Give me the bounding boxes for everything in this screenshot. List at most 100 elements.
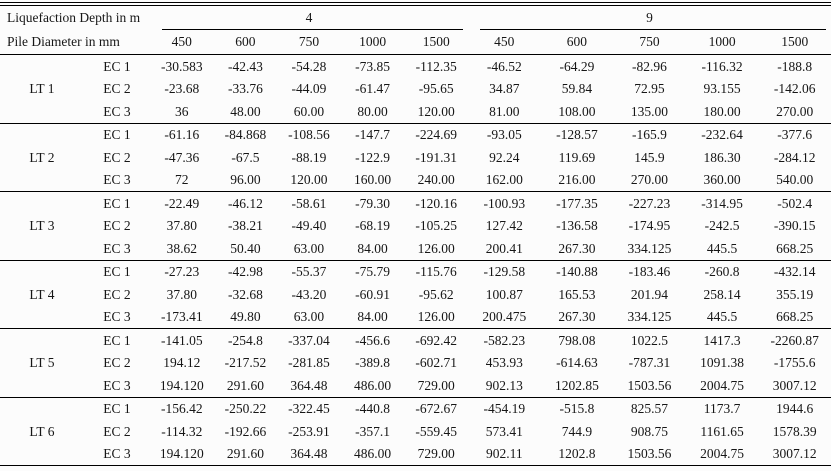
value-cell: 36 <box>175 103 189 119</box>
value-cell: 3007.12 <box>772 377 817 393</box>
value-cell: -188.8 <box>777 58 813 74</box>
value-cell: -67.5 <box>231 149 260 165</box>
value-cell: -1755.6 <box>773 355 816 370</box>
value-cell: 145.9 <box>634 149 665 165</box>
diameter-col-header: 450 <box>150 30 214 55</box>
diameter-col-header: 750 <box>613 30 686 55</box>
value-cell: 364.48 <box>290 446 328 461</box>
value-cell: 127.42 <box>485 218 523 233</box>
value-cell: 96.00 <box>230 172 261 187</box>
value-cell: 120.00 <box>417 103 455 119</box>
table-row: EC 2 37.80 -32.68 -43.20 -60.91 -95.62 100.87 1… <box>0 283 831 306</box>
table-row: EC 2 -23.68 -33.76 -44.09 -61.47 -95.65 34.87 5… <box>0 78 831 101</box>
lt-group: LT 2 EC 1 -61.16 -84.868 -108.56 -147.7 -224.6… <box>0 123 831 192</box>
value-cell: -32.68 <box>227 286 263 302</box>
value-cell: -95.62 <box>418 286 454 302</box>
diameter-row-label: Pile Diameter in mm <box>0 30 150 55</box>
value-cell: -242.5 <box>704 218 740 233</box>
group-label: LT 2 <box>29 149 55 165</box>
value-cell: -224.69 <box>415 127 457 142</box>
value-cell: 1173.7 <box>703 401 741 416</box>
diameter-header-row: Pile Diameter in mm 450 600 750 1000 150… <box>0 30 831 55</box>
value-cell: -30.583 <box>160 58 203 74</box>
value-cell: 37.80 <box>166 286 197 302</box>
group-label: LT 5 <box>29 355 55 370</box>
value-cell: -183.46 <box>628 264 671 279</box>
depth-row-label: Liquefaction Depth in m <box>7 10 141 26</box>
value-cell: -232.64 <box>701 127 743 142</box>
value-cell: 119.69 <box>558 149 596 165</box>
value-cell: -582.23 <box>483 332 526 348</box>
value-cell: 798.08 <box>558 332 596 348</box>
row-label: EC 3 <box>103 240 131 256</box>
value-cell: 93.155 <box>703 81 741 96</box>
value-cell: 135.00 <box>630 103 669 119</box>
diameter-col-header: 1000 <box>685 30 759 55</box>
value-cell: 72.95 <box>634 81 665 96</box>
value-cell: -432.14 <box>773 264 816 279</box>
value-cell: 540.00 <box>776 172 814 187</box>
value-cell: -55.37 <box>291 264 327 279</box>
value-cell: -38.21 <box>227 218 263 233</box>
table-row: EC 2 194.12 -217.52 -281.85 -389.8 -602.71 453… <box>0 352 831 375</box>
group-label: LT 4 <box>29 286 55 302</box>
table-row: LT 6 EC 1 -156.42 -250.22 -322.45 -440.8 -672.… <box>0 397 831 438</box>
table-row: EC 3 72 96.00 120.00 160.00 240.00 162.00 216.0… <box>0 169 831 192</box>
value-cell: -357.1 <box>355 423 391 439</box>
value-cell: -142.06 <box>773 81 816 96</box>
value-cell: -95.65 <box>418 81 454 96</box>
table-row: LT 4 EC 1 -27.23 -42.98 -55.37 -75.79 -115.76 -… <box>0 260 831 301</box>
row-label: EC 2 <box>103 149 131 165</box>
lt-group: LT 4 EC 1 -27.23 -42.98 -55.37 -75.79 -115.76 -… <box>0 260 831 329</box>
table-row: EC 2 37.80 -38.21 -49.40 -68.19 -105.25 127.42… <box>0 215 831 238</box>
value-cell: -147.7 <box>355 127 391 142</box>
value-cell: 162.00 <box>485 172 523 187</box>
value-cell: 1503.56 <box>627 446 672 461</box>
value-cell: -454.19 <box>483 401 526 416</box>
value-cell: 84.00 <box>357 240 388 256</box>
value-cell: -46.52 <box>486 58 522 74</box>
value-cell: 1202.8 <box>558 446 596 461</box>
value-cell: -23.68 <box>164 81 200 96</box>
lt-group: LT 1 EC 1 -30.583 -42.43 -54.28 -73.85 -112.35… <box>0 55 831 123</box>
group-label: LT 1 <box>29 81 55 96</box>
table-row: LT 3 EC 1 -22.49 -46.12 -58.61 -79.30 -120.16 -… <box>0 192 831 232</box>
value-cell: -377.6 <box>777 127 813 142</box>
value-cell: -43.20 <box>291 286 327 302</box>
value-cell: -22.49 <box>164 195 200 211</box>
value-cell: 201.94 <box>630 286 669 302</box>
value-cell: -105.25 <box>415 218 457 233</box>
value-cell: 573.41 <box>485 423 523 439</box>
value-cell: 267.30 <box>558 309 596 324</box>
value-cell: -33.76 <box>227 81 263 96</box>
value-cell: 160.00 <box>354 172 392 187</box>
value-cell: 60.00 <box>293 103 325 119</box>
depth-group-9-header: 9 <box>468 6 831 30</box>
value-cell: -128.57 <box>556 127 598 142</box>
value-cell: -42.43 <box>227 58 263 74</box>
value-cell: 100.87 <box>485 286 523 302</box>
value-cell: 1503.56 <box>627 377 672 393</box>
value-cell: 334.125 <box>627 240 672 256</box>
group-label: LT 6 <box>29 423 55 439</box>
row-label: EC 1 <box>103 195 131 211</box>
value-cell: 1202.85 <box>554 377 599 393</box>
value-cell: 59.84 <box>561 81 593 96</box>
lt-group: LT 6 EC 1 -156.42 -250.22 -322.45 -440.8 -672.… <box>0 397 831 466</box>
value-cell: -177.35 <box>556 195 598 211</box>
value-cell: -100.93 <box>483 195 526 211</box>
value-cell: 186.30 <box>703 149 741 165</box>
value-cell: -49.40 <box>291 218 327 233</box>
value-cell: 38.62 <box>166 240 197 256</box>
lt-group: LT 3 EC 1 -22.49 -46.12 -58.61 -79.30 -120.16 -… <box>0 192 831 260</box>
value-cell: -389.8 <box>355 355 391 370</box>
row-label: EC 1 <box>103 332 131 348</box>
value-cell: 194.12 <box>163 355 201 370</box>
value-cell: -253.91 <box>288 423 330 439</box>
value-cell: 360.00 <box>703 172 741 187</box>
value-cell: 81.00 <box>489 103 520 119</box>
value-cell: -502.4 <box>777 195 813 211</box>
value-cell: -281.85 <box>288 355 330 370</box>
value-cell: 120.00 <box>290 172 328 187</box>
